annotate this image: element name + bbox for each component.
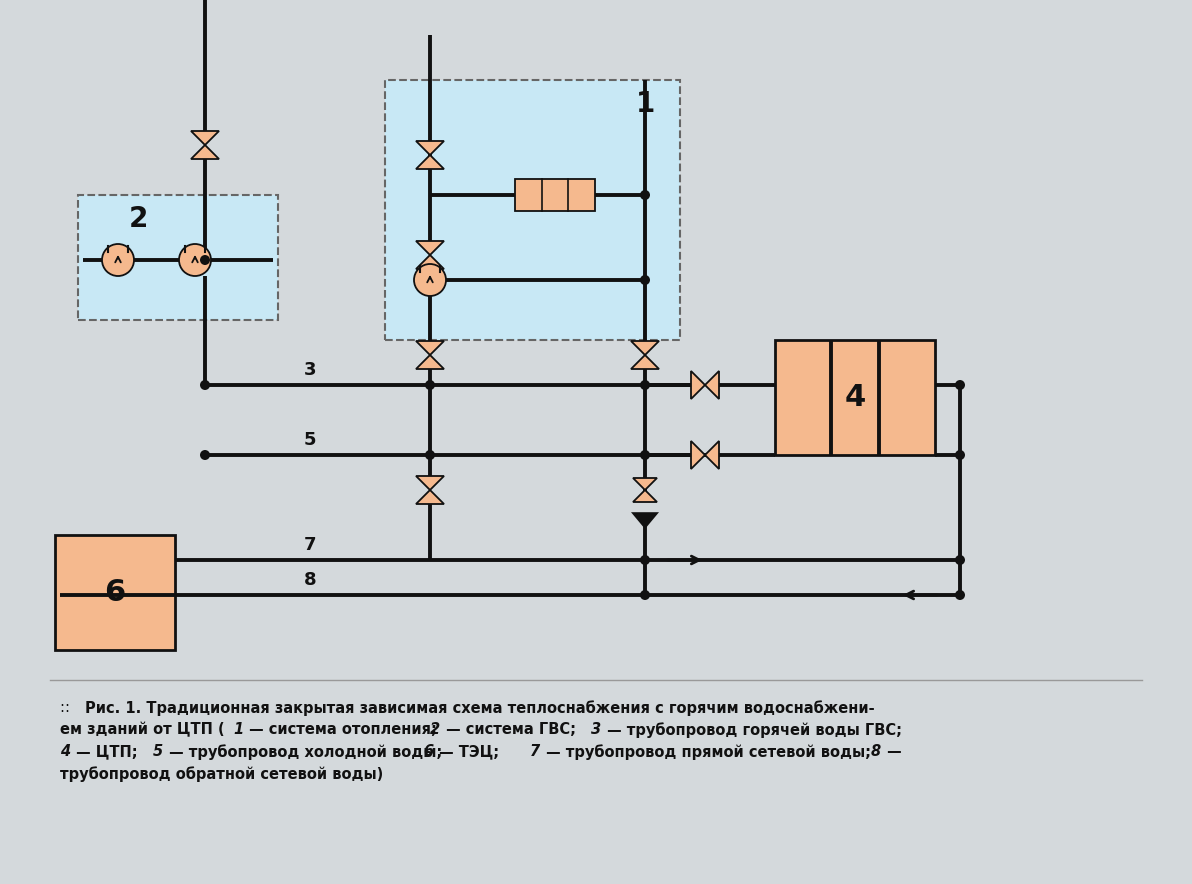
Circle shape [200, 255, 210, 265]
Circle shape [414, 264, 446, 296]
Text: 6: 6 [423, 744, 433, 759]
Polygon shape [631, 512, 659, 529]
Polygon shape [416, 255, 443, 269]
Circle shape [200, 380, 210, 390]
Polygon shape [416, 341, 443, 355]
Polygon shape [191, 145, 219, 159]
FancyBboxPatch shape [515, 179, 595, 211]
Text: — система ГВС;: — система ГВС; [441, 722, 582, 737]
Polygon shape [416, 141, 443, 155]
Circle shape [640, 450, 650, 460]
Circle shape [179, 244, 211, 276]
Polygon shape [631, 355, 659, 369]
Circle shape [426, 450, 435, 460]
Circle shape [955, 380, 966, 390]
Text: 2: 2 [129, 205, 148, 233]
Polygon shape [633, 490, 657, 502]
Text: ем зданий от ЦТП (: ем зданий от ЦТП ( [60, 722, 224, 737]
Polygon shape [633, 478, 657, 490]
Polygon shape [416, 355, 443, 369]
Text: 7: 7 [530, 744, 540, 759]
Text: — система отопления;: — система отопления; [244, 722, 442, 737]
Text: 3: 3 [304, 361, 316, 379]
Polygon shape [631, 341, 659, 355]
Circle shape [955, 555, 966, 565]
Circle shape [955, 450, 966, 460]
Text: — трубопровод горячей воды ГВС;: — трубопровод горячей воды ГВС; [602, 722, 902, 738]
Polygon shape [416, 155, 443, 169]
FancyBboxPatch shape [385, 80, 679, 340]
Text: 8: 8 [304, 571, 316, 589]
Circle shape [640, 380, 650, 390]
Text: — ЦТП;: — ЦТП; [72, 744, 143, 759]
Text: 2: 2 [430, 722, 440, 737]
Polygon shape [691, 441, 704, 469]
FancyBboxPatch shape [775, 340, 935, 455]
Text: трубопровод обратной сетевой воды): трубопровод обратной сетевой воды) [60, 766, 384, 781]
Text: 4: 4 [60, 744, 70, 759]
Text: 1: 1 [232, 722, 243, 737]
Polygon shape [691, 371, 704, 399]
Text: 3: 3 [591, 722, 601, 737]
Circle shape [200, 450, 210, 460]
Polygon shape [416, 476, 443, 490]
Circle shape [640, 590, 650, 600]
Circle shape [426, 380, 435, 390]
Polygon shape [416, 490, 443, 504]
Polygon shape [704, 441, 719, 469]
Text: Рис. 1. Традиционная закрытая зависимая схема теплоснабжения с горячим водоснабж: Рис. 1. Традиционная закрытая зависимая … [85, 700, 875, 716]
FancyBboxPatch shape [77, 195, 278, 320]
Text: 7: 7 [304, 536, 316, 554]
Text: 5: 5 [304, 431, 316, 449]
Polygon shape [416, 241, 443, 255]
FancyBboxPatch shape [55, 535, 175, 650]
Circle shape [640, 275, 650, 285]
Text: 5: 5 [153, 744, 163, 759]
Polygon shape [191, 131, 219, 145]
Circle shape [103, 244, 134, 276]
Text: 4: 4 [844, 383, 865, 412]
Circle shape [640, 555, 650, 565]
Text: — трубопровод прямой сетевой воды;: — трубопровод прямой сетевой воды; [541, 744, 876, 759]
Text: 1: 1 [635, 90, 654, 118]
Text: — ТЭЦ;: — ТЭЦ; [434, 744, 504, 759]
Text: 8: 8 [871, 744, 881, 759]
Text: —: — [882, 744, 901, 759]
Text: ::: :: [60, 700, 75, 715]
Polygon shape [704, 371, 719, 399]
Text: 6: 6 [105, 578, 125, 607]
Circle shape [955, 590, 966, 600]
Text: — трубопровод холодной воды;: — трубопровод холодной воды; [164, 744, 447, 759]
Circle shape [640, 190, 650, 200]
